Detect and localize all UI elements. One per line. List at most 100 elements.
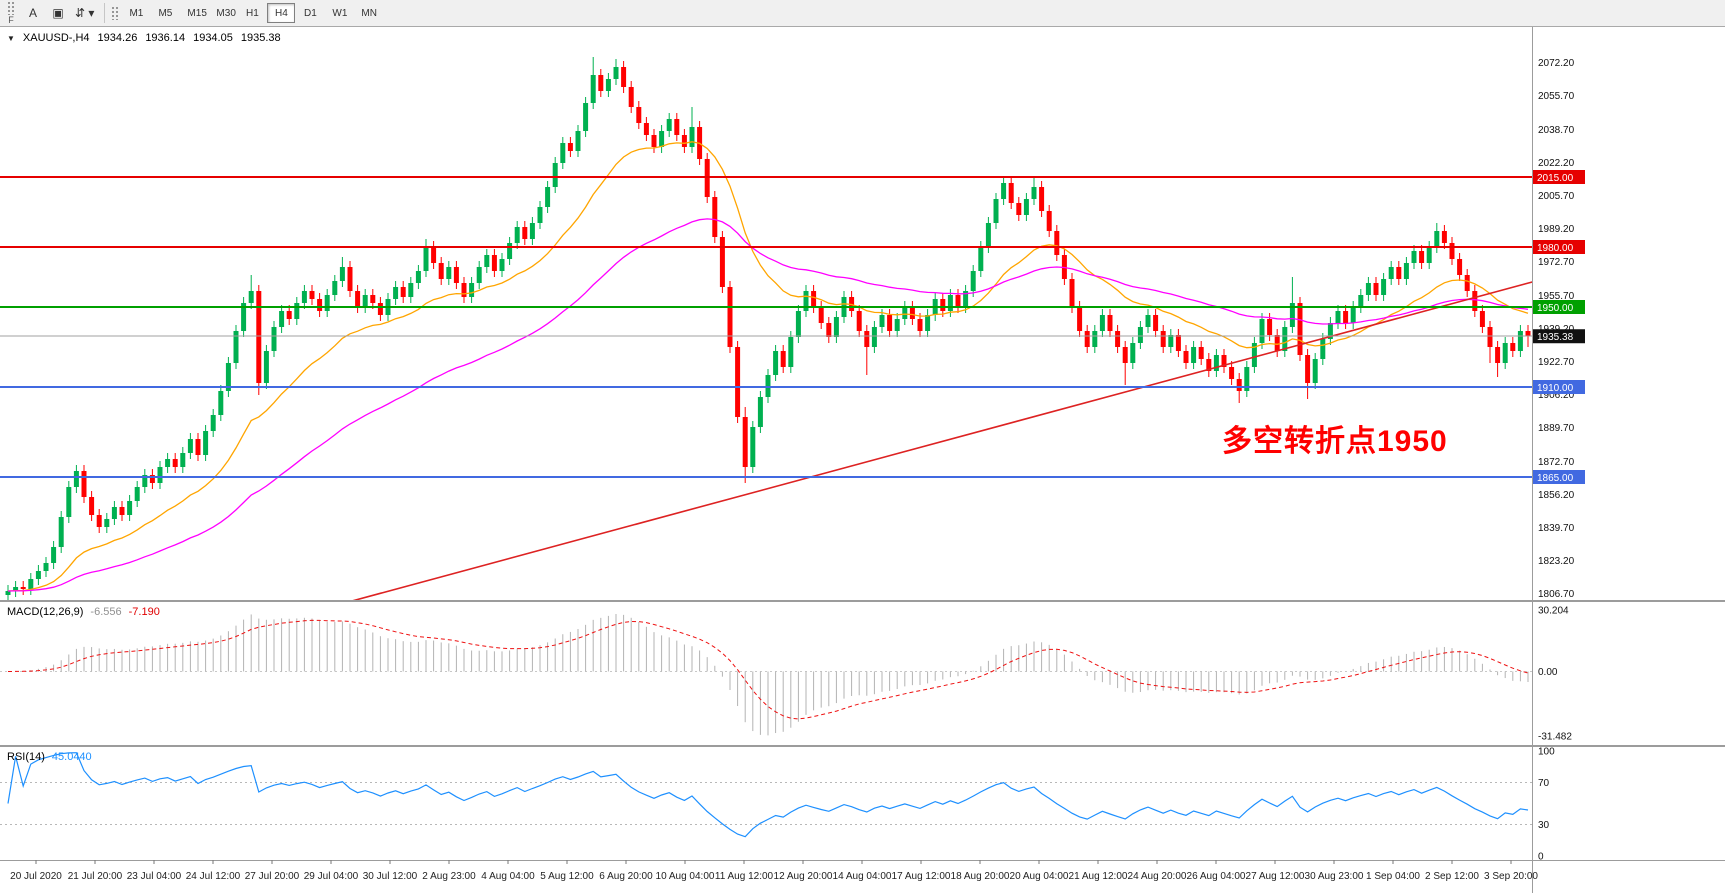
candle-body	[674, 119, 680, 135]
candle-body	[514, 227, 520, 243]
time-axis-label: 2 Sep 12:00	[1425, 871, 1479, 882]
candle-body	[225, 363, 231, 391]
candle-body	[149, 475, 155, 483]
hline-price-label	[1533, 380, 1585, 394]
candle-body	[400, 287, 406, 297]
chart-window-tool[interactable]: ▣	[46, 2, 70, 24]
candle-body	[1251, 343, 1257, 367]
candle-body	[233, 331, 239, 363]
price-tick-label: 1856.20	[1538, 490, 1575, 501]
trendline[interactable]	[145, 279, 1543, 657]
candle-body	[1327, 323, 1333, 339]
chart-annotation-text[interactable]: 多空转折点1950	[1222, 425, 1448, 458]
candle-body	[1381, 279, 1387, 295]
candle-body	[917, 319, 923, 331]
candle-body	[43, 563, 49, 571]
price-scale[interactable]	[1532, 27, 1725, 860]
candle-body	[1168, 335, 1174, 347]
timeframe-button-h4[interactable]: H4	[267, 3, 296, 23]
time-axis[interactable]	[0, 860, 1725, 893]
candle-body	[1350, 307, 1356, 323]
candle-body	[1403, 263, 1409, 279]
candle-body	[1479, 311, 1485, 327]
price-tick-label: 1955.70	[1538, 291, 1575, 302]
candle-body	[1054, 231, 1060, 255]
main-price-pane	[5, 57, 1543, 657]
candle-body	[742, 417, 748, 467]
candle-body	[537, 207, 543, 223]
timeframe-button-m15[interactable]: M15	[180, 3, 208, 23]
candle-body	[408, 283, 414, 297]
timeframe-button-m5[interactable]: M5	[151, 3, 179, 23]
candle-body	[484, 255, 490, 267]
timeframe-button-m1[interactable]: M1	[122, 3, 150, 23]
candle-body	[659, 131, 665, 147]
candle-body	[1525, 331, 1531, 337]
candle-body	[955, 295, 961, 307]
candle-body	[940, 299, 946, 311]
candle-body	[58, 517, 64, 547]
candle-body	[651, 135, 657, 147]
time-axis-label: 5 Aug 12:00	[540, 871, 594, 882]
candle-body	[415, 271, 421, 283]
candle-body	[970, 271, 976, 291]
candle-body	[1115, 331, 1121, 347]
candle-body	[1008, 183, 1014, 203]
rsi-scale-label: 100	[1538, 747, 1555, 758]
chart-mode-tool[interactable]: ⇵ ▾	[71, 2, 98, 24]
hline-price-label-text: 2015.00	[1537, 173, 1574, 184]
candle-body	[157, 467, 163, 483]
candle-body	[1472, 291, 1478, 311]
price-tick-label: 2005.70	[1538, 191, 1575, 202]
price-tick-label: 1889.70	[1538, 423, 1575, 434]
timeframe-button-mn[interactable]: MN	[354, 3, 382, 23]
candle-body	[134, 487, 140, 501]
candle-body	[909, 307, 915, 319]
grip-dots-icon	[6, 1, 16, 15]
chart-canvas[interactable]: 2072.20 2055.70 2038.70 2022.20 2005.70 1989.…	[0, 27, 1725, 893]
candle-body	[1487, 327, 1493, 347]
candle-body	[750, 427, 756, 467]
candle-body	[393, 287, 399, 299]
candle-body	[1441, 231, 1447, 243]
candle-body	[1373, 283, 1379, 295]
candle-body	[978, 247, 984, 271]
candle-body	[1183, 351, 1189, 363]
hline-price-label	[1533, 470, 1585, 484]
candle-body	[339, 267, 345, 281]
candle-body	[1046, 211, 1052, 231]
price-tick-label: 1823.20	[1538, 556, 1575, 567]
candle-body	[1297, 303, 1303, 355]
candle-body	[560, 143, 566, 163]
candle-body	[1464, 275, 1470, 291]
candle-body	[127, 501, 133, 515]
timeframe-button-h1[interactable]: H1	[238, 3, 266, 23]
hline-price-label-text: 1950.00	[1537, 303, 1574, 314]
candle-body	[567, 143, 573, 151]
candle-body	[1099, 315, 1105, 331]
candle-body	[73, 471, 79, 487]
candle-body	[66, 487, 72, 517]
candle-body	[1001, 183, 1007, 199]
close-value: 1935.38	[240, 32, 281, 44]
timeframe-button-w1[interactable]: W1	[325, 3, 353, 23]
time-axis-label: 20 Jul 2020	[10, 871, 62, 882]
pointer-tool[interactable]: A	[21, 2, 45, 24]
rsi-line	[7, 752, 1529, 838]
chart-ohlc-header: ▼ XAUUSD-,H4 1934.26 1936.14 1934.05 193…	[7, 32, 281, 44]
candle-body	[142, 475, 148, 487]
toolbar-dock-handle[interactable]: F	[3, 1, 19, 25]
candle-body	[1229, 367, 1235, 379]
rsi-header: RSI(14) 45.0440	[7, 751, 92, 763]
time-axis-label: 21 Aug 12:00	[1069, 871, 1128, 882]
candle-body	[879, 315, 885, 327]
candle-body	[51, 547, 57, 563]
timeframe-button-d1[interactable]: D1	[296, 3, 324, 23]
hline-price-label-text: 1865.00	[1537, 473, 1574, 484]
candle-body	[1502, 343, 1508, 363]
price-tick-label: 2038.70	[1538, 125, 1575, 136]
timeframe-button-m30[interactable]: M30	[209, 3, 237, 23]
candle-body	[172, 459, 178, 467]
collapse-icon[interactable]: ▼	[7, 33, 15, 43]
symbol-label: XAUUSD-,H4	[22, 32, 90, 44]
